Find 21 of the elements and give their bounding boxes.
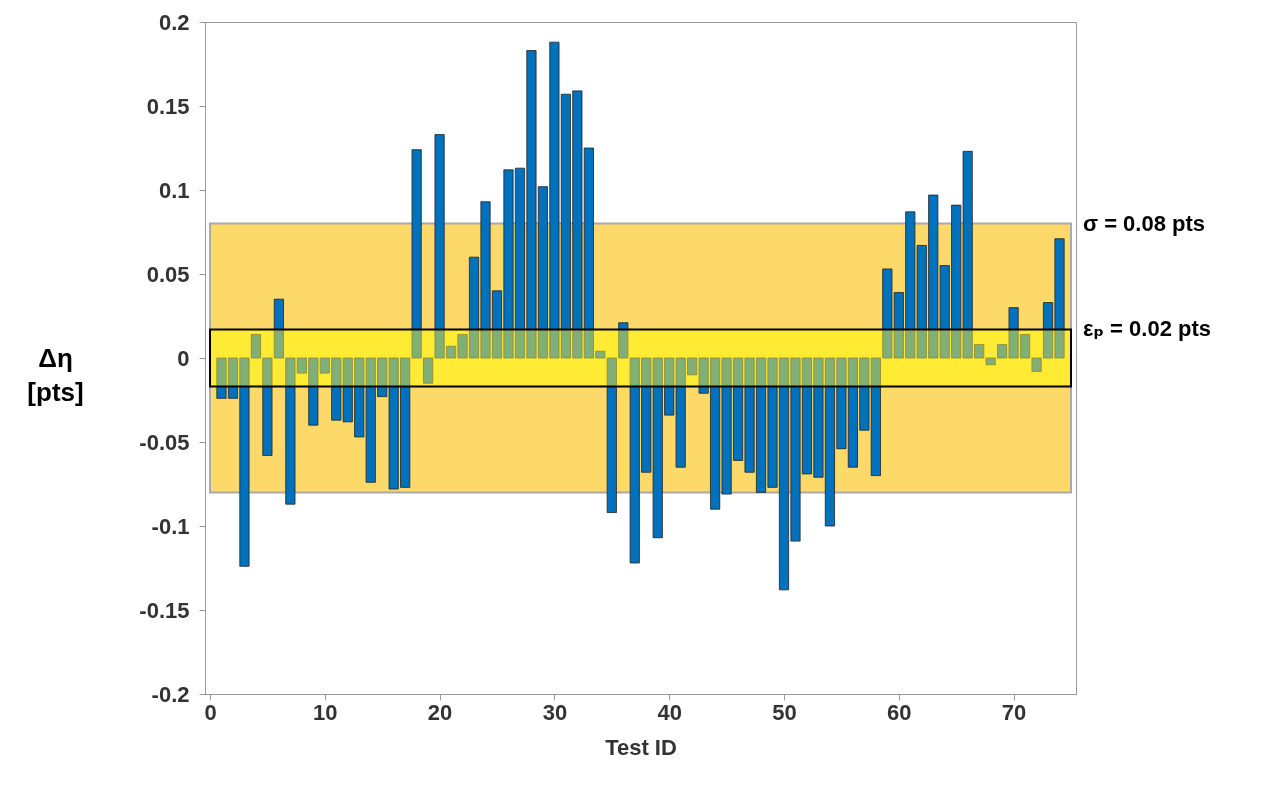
x-tick-label: 40 [657,699,682,725]
x-axis-title: Test ID [605,734,677,760]
y-tick-label: 0.15 [146,93,190,119]
x-tick-label: 20 [427,699,453,725]
x-tick-label: 30 [542,699,568,725]
y-tick-label: -0.15 [139,597,190,623]
y-tick-label: 0.1 [158,177,190,203]
x-tick-label: 70 [1001,699,1027,725]
band-label: σ = 0.08 pts [1083,210,1206,236]
y-tick-label: 0 [177,345,190,371]
y-tick-label: 0.2 [158,9,190,35]
x-tick-label: 10 [313,699,338,725]
x-tick-label: 60 [887,699,912,725]
x-tick-label: 50 [772,699,797,725]
y-tick-label: 0.05 [146,261,190,287]
band-label: εₚ = 0.02 pts [1083,316,1211,342]
y-tick-label: -0.1 [151,513,190,539]
y-tick-label: -0.2 [151,681,190,707]
x-tick-label: 0 [204,699,217,725]
y-tick-label: -0.05 [139,429,190,455]
y-axis-title: Δη [pts] [27,342,84,407]
